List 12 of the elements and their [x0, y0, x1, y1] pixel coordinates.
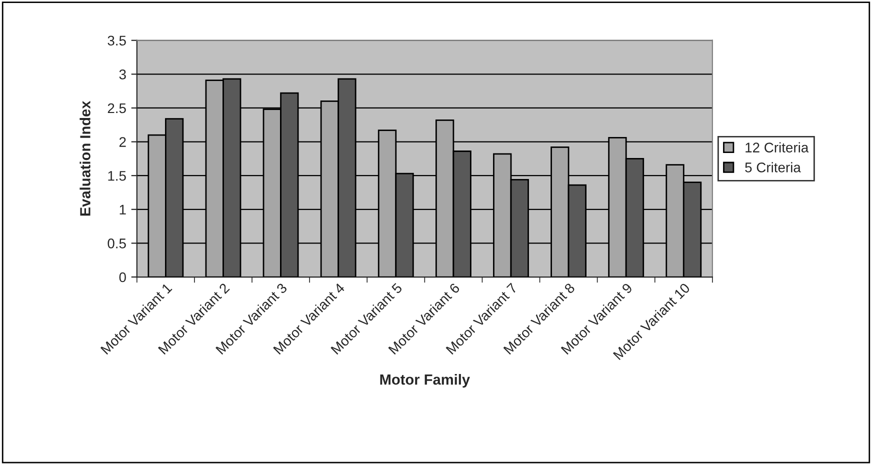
y-axis-title: Evaluation Index: [80, 100, 90, 216]
legend-label: 12 Criteria: [746, 142, 809, 152]
y-tick-label: 3: [119, 70, 126, 80]
y-tick-label: 0.5: [108, 238, 126, 248]
y-tick-label: 0: [119, 272, 126, 282]
legend-label: 5 Criteria: [745, 162, 801, 172]
x-axis-title: Motor Family: [380, 374, 470, 388]
y-tick-label: 2.5: [108, 103, 126, 114]
y-tick-label: 3.5: [108, 36, 126, 46]
y-tick-label: 2: [119, 137, 126, 147]
y-tick-label: 1: [120, 204, 126, 214]
y-tick-label: 1.5: [108, 171, 126, 181]
